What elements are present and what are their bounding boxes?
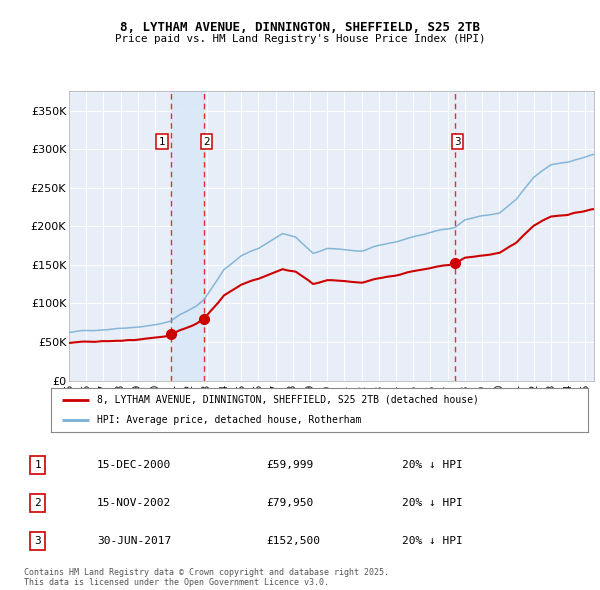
Text: £152,500: £152,500 — [266, 536, 320, 546]
Text: 2: 2 — [34, 498, 41, 508]
Text: 20% ↓ HPI: 20% ↓ HPI — [401, 536, 462, 546]
Text: Contains HM Land Registry data © Crown copyright and database right 2025.
This d: Contains HM Land Registry data © Crown c… — [24, 568, 389, 587]
Bar — [171, 91, 204, 381]
Text: 3: 3 — [34, 536, 41, 546]
Text: 3: 3 — [454, 136, 461, 146]
Text: 8, LYTHAM AVENUE, DINNINGTON, SHEFFIELD, S25 2TB (detached house): 8, LYTHAM AVENUE, DINNINGTON, SHEFFIELD,… — [97, 395, 479, 405]
Text: Price paid vs. HM Land Registry's House Price Index (HPI): Price paid vs. HM Land Registry's House … — [115, 34, 485, 44]
Text: HPI: Average price, detached house, Rotherham: HPI: Average price, detached house, Roth… — [97, 415, 361, 425]
Text: £59,999: £59,999 — [266, 460, 313, 470]
Text: 1: 1 — [34, 460, 41, 470]
Text: 8, LYTHAM AVENUE, DINNINGTON, SHEFFIELD, S25 2TB: 8, LYTHAM AVENUE, DINNINGTON, SHEFFIELD,… — [120, 21, 480, 34]
Text: 1: 1 — [159, 136, 166, 146]
Text: 20% ↓ HPI: 20% ↓ HPI — [401, 460, 462, 470]
Text: 2: 2 — [203, 136, 210, 146]
Text: £79,950: £79,950 — [266, 498, 313, 508]
Text: 20% ↓ HPI: 20% ↓ HPI — [401, 498, 462, 508]
Text: 15-DEC-2000: 15-DEC-2000 — [97, 460, 171, 470]
Text: 30-JUN-2017: 30-JUN-2017 — [97, 536, 171, 546]
Text: 15-NOV-2002: 15-NOV-2002 — [97, 498, 171, 508]
